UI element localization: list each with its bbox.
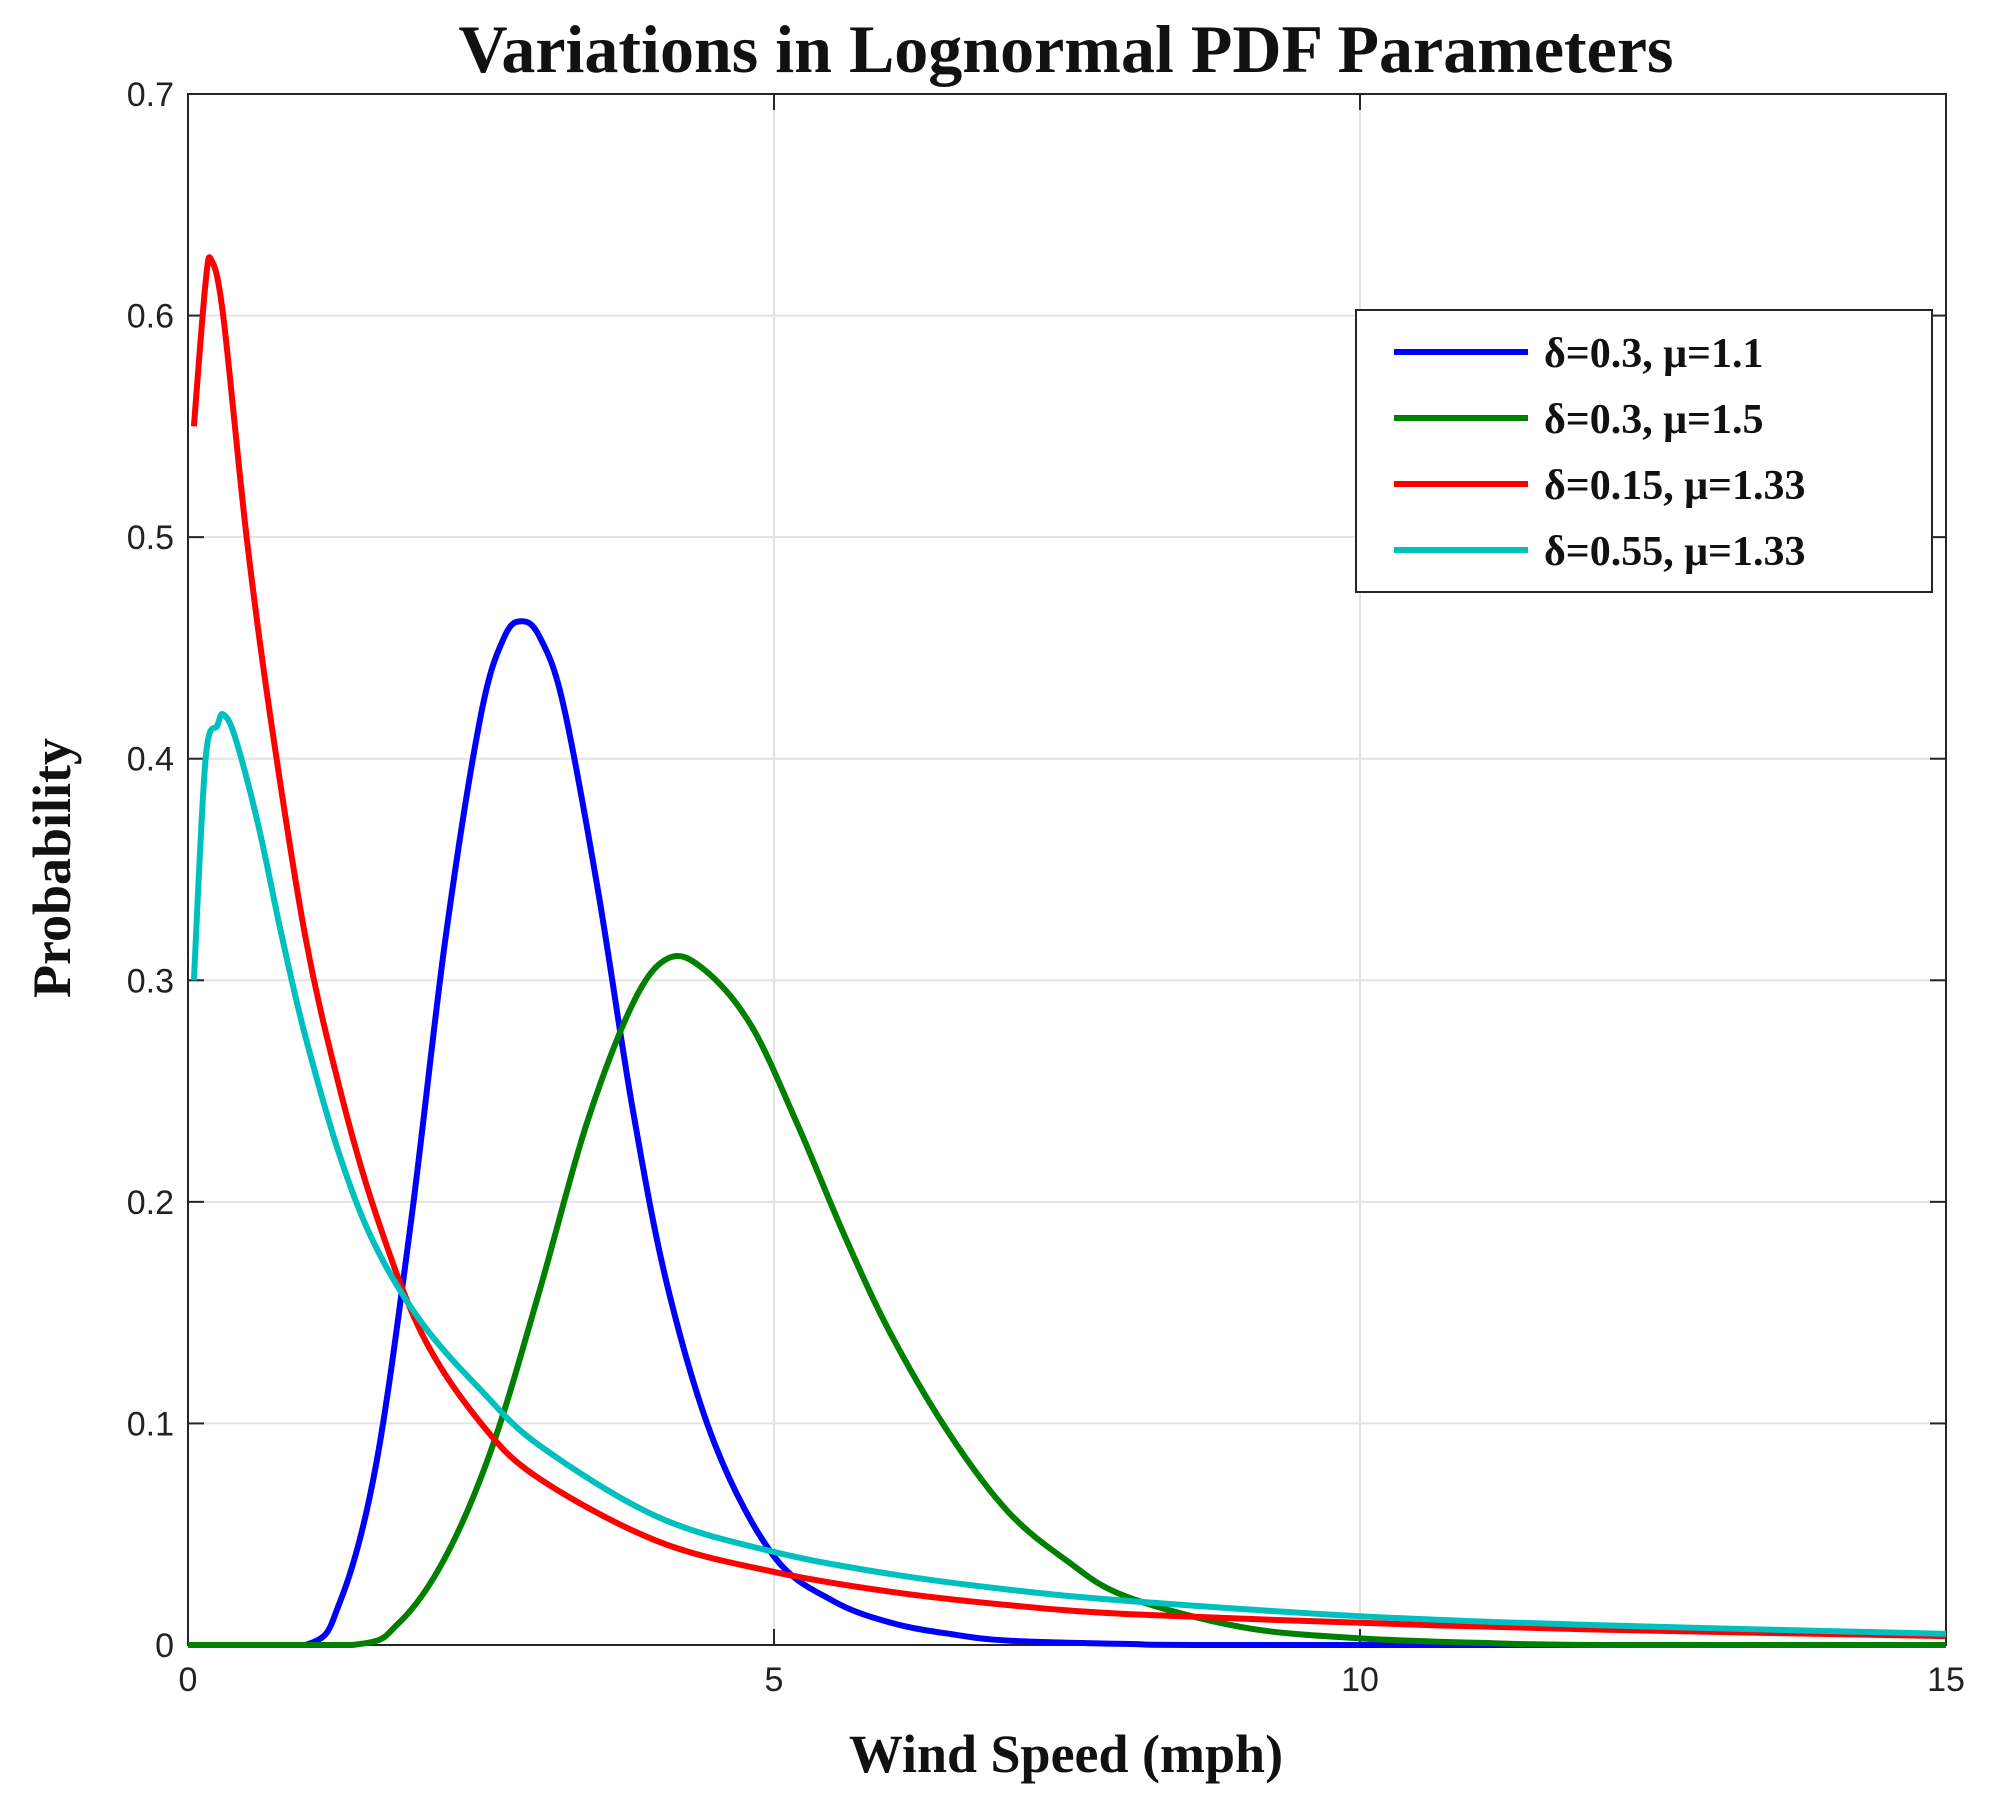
legend-box	[1355, 309, 1933, 593]
series-lines	[187, 254, 1947, 1649]
tick-labels: 0 5 10 15 0 0.1 0.2 0.3 0.4 0.5 0.6 0.7	[127, 76, 1965, 1699]
y-tick-label: 0	[155, 1627, 174, 1665]
legend-entry-label: δ=0.3, μ=1.5	[1544, 397, 1763, 443]
series-line-4	[190, 711, 1947, 1637]
legend: δ=0.3, μ=1.1 δ=0.3, μ=1.5 δ=0.15, μ=1.33 δ=…	[1355, 309, 1933, 593]
chart-title: Variations in Lognormal PDF Parameters	[458, 11, 1673, 87]
x-tick-label: 10	[1341, 1661, 1379, 1699]
x-tick-label: 0	[179, 1661, 198, 1699]
legend-entry-label: δ=0.3, μ=1.1	[1544, 331, 1763, 377]
legend-entry-label: δ=0.55, μ=1.33	[1544, 529, 1805, 575]
y-tick-label: 0.2	[127, 1184, 174, 1222]
y-tick-label: 0.4	[127, 741, 174, 779]
series-line-2	[187, 952, 1946, 1649]
y-tick-label: 0.7	[127, 76, 174, 114]
x-tick-label: 15	[1927, 1661, 1965, 1699]
x-axis-label: Wind Speed (mph)	[849, 1724, 1283, 1784]
y-tick-label: 0.3	[127, 962, 174, 1000]
y-tick-label: 0.1	[127, 1405, 174, 1443]
legend-entry-label: δ=0.15, μ=1.33	[1544, 463, 1805, 509]
x-tick-label: 5	[765, 1661, 784, 1699]
series-line-3	[190, 254, 1947, 1640]
series-line-1	[187, 618, 1946, 1649]
y-tick-label: 0.6	[127, 298, 174, 336]
y-tick-label: 0.5	[127, 519, 174, 557]
y-axis-label: Probability	[22, 738, 82, 998]
